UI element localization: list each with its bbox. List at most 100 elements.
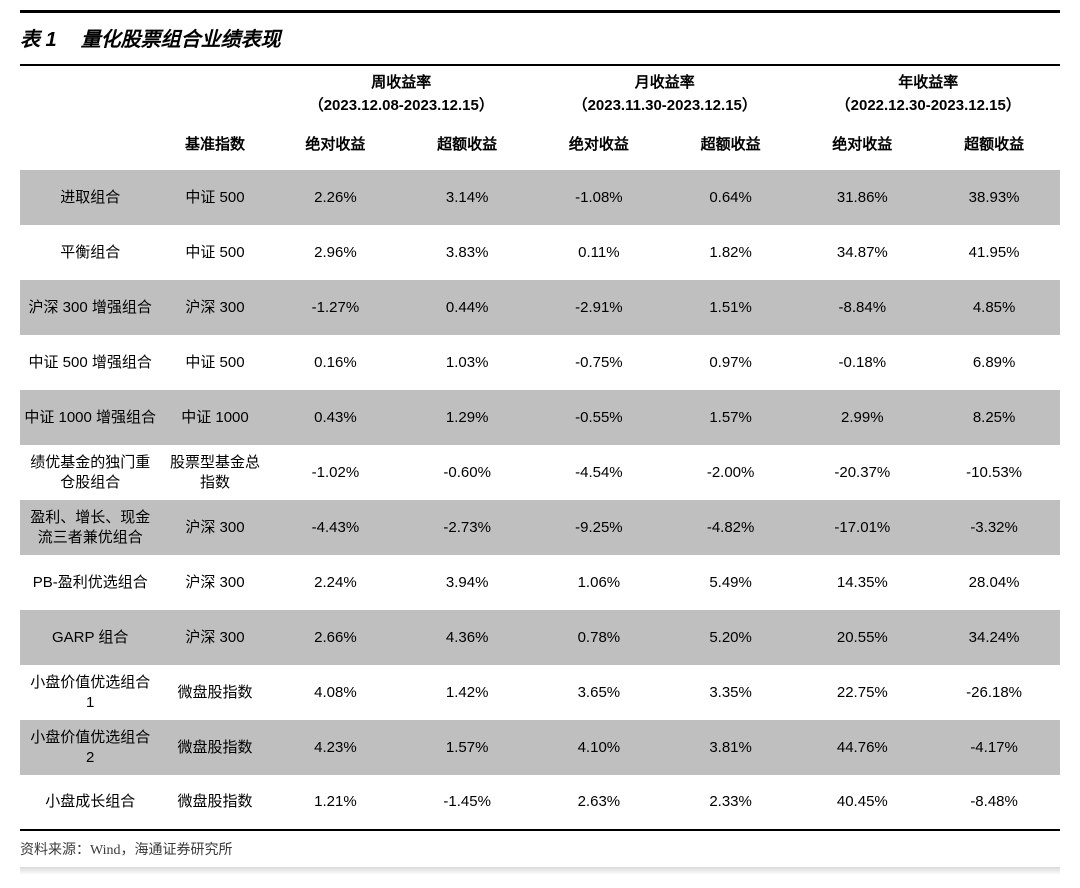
year-excess: 4.85%: [928, 280, 1060, 335]
header-group-row: 周收益率 （2023.12.08-2023.12.15） 月收益率 （2023.…: [20, 65, 1060, 123]
month-excess: 2.33%: [665, 775, 797, 830]
month-excess: 1.51%: [665, 280, 797, 335]
portfolio-name: 进取组合: [20, 170, 160, 225]
header-absolute: 绝对收益: [533, 123, 665, 170]
year-absolute: 20.55%: [796, 610, 928, 665]
year-absolute: -17.01%: [796, 500, 928, 555]
week-excess: -0.60%: [401, 445, 533, 500]
week-excess: 1.57%: [401, 720, 533, 775]
benchmark-name: 微盘股指数: [160, 775, 269, 830]
portfolio-name: 小盘成长组合: [20, 775, 160, 830]
benchmark-name: 中证 500: [160, 335, 269, 390]
table-row: 小盘成长组合微盘股指数1.21%-1.45%2.63%2.33%40.45%-8…: [20, 775, 1060, 830]
month-absolute: -0.55%: [533, 390, 665, 445]
header-blank: [160, 65, 269, 123]
year-absolute: 2.99%: [796, 390, 928, 445]
week-excess: 1.42%: [401, 665, 533, 720]
table-row: 小盘价值优选组合 1微盘股指数4.08%1.42%3.65%3.35%22.75…: [20, 665, 1060, 720]
month-absolute: 3.65%: [533, 665, 665, 720]
performance-table: 周收益率 （2023.12.08-2023.12.15） 月收益率 （2023.…: [20, 64, 1060, 831]
week-excess: 1.03%: [401, 335, 533, 390]
header-group-week: 周收益率 （2023.12.08-2023.12.15）: [270, 65, 533, 123]
table-row: 中证 500 增强组合中证 5000.16%1.03%-0.75%0.97%-0…: [20, 335, 1060, 390]
portfolio-name: 中证 500 增强组合: [20, 335, 160, 390]
header-blank: [20, 65, 160, 123]
week-absolute: 2.24%: [270, 555, 402, 610]
month-absolute: -9.25%: [533, 500, 665, 555]
group-title: 月收益率: [635, 74, 695, 91]
week-absolute: -1.02%: [270, 445, 402, 500]
week-excess: 1.29%: [401, 390, 533, 445]
month-excess: 3.81%: [665, 720, 797, 775]
benchmark-name: 中证 1000: [160, 390, 269, 445]
year-excess: 38.93%: [928, 170, 1060, 225]
week-absolute: 2.66%: [270, 610, 402, 665]
portfolio-name: 小盘价值优选组合 1: [20, 665, 160, 720]
week-excess: 3.14%: [401, 170, 533, 225]
week-absolute: -1.27%: [270, 280, 402, 335]
table-row: 平衡组合中证 5002.96%3.83%0.11%1.82%34.87%41.9…: [20, 225, 1060, 280]
table-row: GARP 组合沪深 3002.66%4.36%0.78%5.20%20.55%3…: [20, 610, 1060, 665]
benchmark-name: 中证 500: [160, 225, 269, 280]
month-absolute: 0.78%: [533, 610, 665, 665]
week-excess: 3.94%: [401, 555, 533, 610]
portfolio-name: 中证 1000 增强组合: [20, 390, 160, 445]
month-excess: 1.82%: [665, 225, 797, 280]
header-excess: 超额收益: [401, 123, 533, 170]
benchmark-name: 中证 500: [160, 170, 269, 225]
month-absolute: -4.54%: [533, 445, 665, 500]
table-row: 小盘价值优选组合 2微盘股指数4.23%1.57%4.10%3.81%44.76…: [20, 720, 1060, 775]
year-excess: 6.89%: [928, 335, 1060, 390]
portfolio-name: PB-盈利优选组合: [20, 555, 160, 610]
portfolio-name: 盈利、增长、现金流三者兼优组合: [20, 500, 160, 555]
group-title: 周收益率: [371, 74, 431, 91]
month-absolute: -0.75%: [533, 335, 665, 390]
year-excess: 28.04%: [928, 555, 1060, 610]
header-excess: 超额收益: [665, 123, 797, 170]
table-title: 表 1 量化股票组合业绩表现: [20, 10, 1060, 64]
week-absolute: 1.21%: [270, 775, 402, 830]
week-excess: -2.73%: [401, 500, 533, 555]
header-group-month: 月收益率 （2023.11.30-2023.12.15）: [533, 65, 796, 123]
table-row: 绩优基金的独门重仓股组合股票型基金总指数-1.02%-0.60%-4.54%-2…: [20, 445, 1060, 500]
header-blank: [20, 123, 160, 170]
month-absolute: 2.63%: [533, 775, 665, 830]
week-excess: 0.44%: [401, 280, 533, 335]
week-absolute: 2.96%: [270, 225, 402, 280]
title-text: 量化股票组合业绩表现: [81, 23, 281, 52]
month-absolute: -1.08%: [533, 170, 665, 225]
year-absolute: -8.84%: [796, 280, 928, 335]
week-absolute: 4.23%: [270, 720, 402, 775]
year-excess: -8.48%: [928, 775, 1060, 830]
benchmark-name: 沪深 300: [160, 280, 269, 335]
week-excess: 3.83%: [401, 225, 533, 280]
year-excess: 41.95%: [928, 225, 1060, 280]
year-absolute: 40.45%: [796, 775, 928, 830]
table-row: 中证 1000 增强组合中证 10000.43%1.29%-0.55%1.57%…: [20, 390, 1060, 445]
week-absolute: 4.08%: [270, 665, 402, 720]
header-absolute: 绝对收益: [796, 123, 928, 170]
week-excess: -1.45%: [401, 775, 533, 830]
benchmark-name: 沪深 300: [160, 555, 269, 610]
header-excess: 超额收益: [928, 123, 1060, 170]
month-absolute: 0.11%: [533, 225, 665, 280]
year-absolute: 22.75%: [796, 665, 928, 720]
year-excess: 34.24%: [928, 610, 1060, 665]
week-absolute: 2.26%: [270, 170, 402, 225]
table-row: 进取组合中证 5002.26%3.14%-1.08%0.64%31.86%38.…: [20, 170, 1060, 225]
table-body: 进取组合中证 5002.26%3.14%-1.08%0.64%31.86%38.…: [20, 170, 1060, 830]
year-absolute: -0.18%: [796, 335, 928, 390]
portfolio-name: 沪深 300 增强组合: [20, 280, 160, 335]
month-absolute: 1.06%: [533, 555, 665, 610]
portfolio-name: 绩优基金的独门重仓股组合: [20, 445, 160, 500]
year-absolute: 44.76%: [796, 720, 928, 775]
year-excess: -3.32%: [928, 500, 1060, 555]
week-excess: 4.36%: [401, 610, 533, 665]
year-absolute: 31.86%: [796, 170, 928, 225]
week-absolute: 0.16%: [270, 335, 402, 390]
data-source: 资料来源：Wind，海通证券研究所: [20, 831, 1060, 867]
portfolio-name: GARP 组合: [20, 610, 160, 665]
benchmark-name: 股票型基金总指数: [160, 445, 269, 500]
table-row: 盈利、增长、现金流三者兼优组合沪深 300-4.43%-2.73%-9.25%-…: [20, 500, 1060, 555]
portfolio-name: 平衡组合: [20, 225, 160, 280]
